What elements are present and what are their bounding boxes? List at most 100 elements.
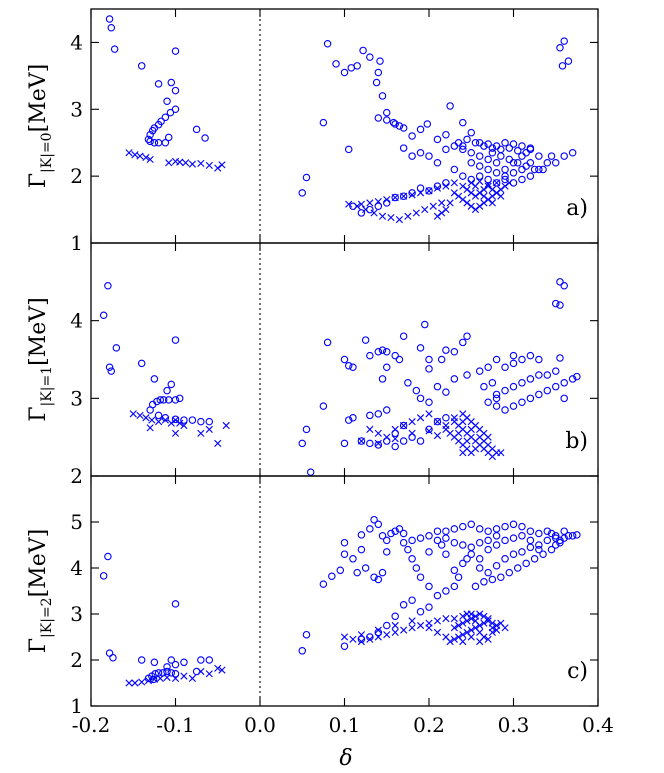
data-point-circle xyxy=(568,375,577,383)
data-point-circle xyxy=(501,138,509,147)
data-point-circle xyxy=(526,375,535,383)
data-point-circle xyxy=(442,346,450,354)
data-point-circle xyxy=(480,578,488,586)
data-point-circle xyxy=(137,62,146,70)
data-point-circle xyxy=(535,390,543,399)
data-point-cross xyxy=(188,674,196,682)
data-point-circle xyxy=(433,382,442,391)
data-point-circle xyxy=(459,172,467,180)
data-point-circle xyxy=(492,159,501,167)
data-point-cross xyxy=(136,411,144,420)
data-point-circle xyxy=(105,15,114,23)
data-point-circle xyxy=(104,552,112,561)
data-point-circle xyxy=(99,311,108,319)
data-point-circle xyxy=(366,439,374,448)
data-point-circle xyxy=(408,596,416,604)
data-point-circle xyxy=(475,555,484,563)
data-point-circle xyxy=(349,363,357,372)
data-point-circle xyxy=(425,355,433,364)
data-point-circle xyxy=(302,173,311,182)
data-point-cross xyxy=(488,199,496,207)
data-point-cross xyxy=(197,429,205,437)
data-point-circle xyxy=(492,355,501,364)
data-point-circle xyxy=(475,162,484,170)
data-point-circle xyxy=(484,155,492,164)
data-point-cross xyxy=(357,638,365,646)
data-point-circle xyxy=(404,545,412,554)
data-point-circle xyxy=(425,187,433,195)
y-tick-label: 1 xyxy=(70,231,83,255)
x-tick-label: -0.1 xyxy=(156,713,195,737)
data-point-circle xyxy=(166,108,175,117)
data-point-circle xyxy=(408,132,416,140)
data-point-circle xyxy=(492,169,501,177)
data-point-cross xyxy=(156,674,164,682)
data-point-circle xyxy=(560,281,568,290)
data-point-circle xyxy=(197,656,205,664)
data-point-cross xyxy=(148,416,156,424)
y-tick-label: 1 xyxy=(70,694,83,718)
data-point-cross xyxy=(484,182,492,190)
data-point-circle xyxy=(505,568,514,577)
data-point-circle xyxy=(509,550,518,558)
data-point-circle xyxy=(399,437,408,445)
data-point-circle xyxy=(509,351,518,360)
y-axis-label-unit: [MeV] xyxy=(26,64,51,133)
data-point-cross xyxy=(374,429,382,437)
data-point-cross xyxy=(205,425,213,433)
data-point-circle xyxy=(425,582,433,591)
data-point-circle xyxy=(497,152,505,160)
data-point-cross xyxy=(467,633,475,641)
data-point-circle xyxy=(154,411,163,420)
y-tick-label: 5 xyxy=(70,510,83,534)
data-point-circle xyxy=(535,152,543,160)
data-point-cross xyxy=(488,185,496,194)
plot-frame xyxy=(90,475,599,707)
data-point-cross xyxy=(408,429,416,437)
data-point-circle xyxy=(526,351,535,360)
data-point-circle xyxy=(433,135,442,144)
data-point-circle xyxy=(319,580,328,588)
data-point-circle xyxy=(488,575,497,584)
data-point-cross xyxy=(205,161,213,170)
data-point-circle xyxy=(366,205,374,214)
data-point-circle xyxy=(408,152,416,160)
data-point-circle xyxy=(302,425,311,434)
data-point-circle xyxy=(551,532,560,540)
data-point-cross xyxy=(463,185,471,194)
y-axis-label: Γ|K|=1[MeV] xyxy=(26,297,55,421)
data-point-circle xyxy=(192,667,201,676)
data-point-cross xyxy=(218,666,226,674)
data-point-circle xyxy=(374,202,383,210)
data-point-circle xyxy=(530,555,539,563)
data-point-circle xyxy=(382,347,391,356)
data-point-circle xyxy=(551,534,560,542)
x-tick-label: 0.4 xyxy=(582,713,614,737)
data-point-circle xyxy=(163,386,171,395)
data-point-circle xyxy=(551,382,560,391)
data-point-circle xyxy=(501,536,509,545)
data-point-circle xyxy=(144,135,153,144)
data-point-circle xyxy=(463,371,471,379)
data-point-circle xyxy=(298,439,306,448)
data-point-circle xyxy=(344,416,353,424)
data-point-circle xyxy=(556,536,564,545)
data-point-circle xyxy=(522,148,530,157)
data-point-circle xyxy=(463,555,471,563)
data-point-circle xyxy=(425,398,433,406)
data-point-circle xyxy=(382,621,391,630)
data-point-circle xyxy=(547,529,556,538)
data-point-circle xyxy=(501,363,509,372)
data-point-cross xyxy=(138,678,146,686)
data-point-cross xyxy=(433,432,442,440)
data-point-circle xyxy=(459,541,467,549)
data-point-circle xyxy=(484,398,492,406)
data-point-circle xyxy=(361,564,370,572)
data-point-cross xyxy=(142,153,150,162)
data-point-cross xyxy=(408,418,416,426)
data-point-cross xyxy=(349,635,357,643)
data-point-circle xyxy=(112,344,121,352)
data-point-circle xyxy=(513,159,522,167)
data-point-circle xyxy=(425,425,433,434)
data-point-circle xyxy=(387,529,395,538)
